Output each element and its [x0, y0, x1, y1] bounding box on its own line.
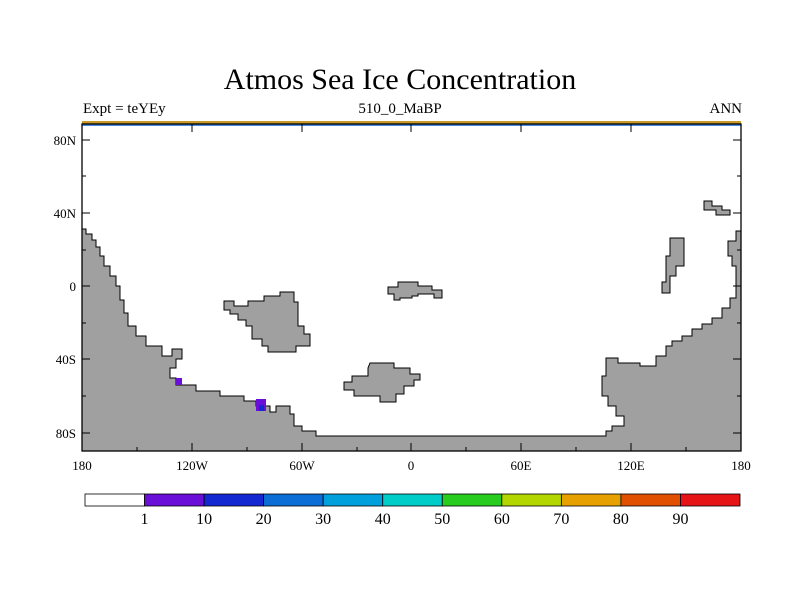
colorbar-labels: 1 10 20 30 40 50 60 70 80 90 [141, 511, 689, 528]
colorbar-box [680, 493, 741, 507]
x-tick-label: 60W [289, 458, 315, 473]
colorbar-box [382, 493, 443, 507]
land-central-south [223, 291, 311, 353]
colorbar-box [144, 493, 205, 507]
land-west-continent [81, 228, 742, 452]
ice-patch-west [176, 378, 182, 385]
experiment-label: Expt = teYEy [83, 101, 166, 117]
colorbar-label: 30 [315, 511, 331, 528]
colorbar-label: 10 [196, 511, 212, 528]
colorbar-box [203, 493, 265, 507]
y-tick-label: 80S [56, 426, 76, 441]
map-title: Atmos Sea Ice Concentration [223, 63, 577, 96]
land-south-island [343, 362, 421, 403]
season-label: ANN [709, 101, 743, 117]
y-tick-label: 40S [56, 352, 76, 367]
y-tick-label: 40N [54, 206, 77, 221]
x-tick-label: 120W [176, 458, 209, 473]
colorbar-box [322, 493, 384, 507]
colorbar-label: 50 [434, 511, 450, 528]
land-small-north-island [703, 200, 731, 216]
sea-ice-patches [176, 378, 266, 411]
x-tick-label: 180 [72, 458, 92, 473]
colorbar-box [501, 493, 562, 507]
y-tick-label: 0 [70, 279, 77, 294]
colorbar-label: 60 [494, 511, 510, 528]
polar-ice-strip-orange [82, 121, 741, 124]
x-tick-label: 180 [731, 458, 751, 473]
land-equatorial-island [387, 281, 443, 301]
ice-patch-central-core [259, 405, 264, 411]
colorbar-label: 1 [141, 511, 149, 528]
colorbar-box [263, 493, 324, 507]
colorbar-label: 90 [672, 511, 688, 528]
colorbar-label: 20 [256, 511, 272, 528]
colorbar-box [84, 493, 145, 507]
x-ticks [136, 124, 687, 451]
colorbar [84, 493, 741, 507]
x-tick-label: 0 [408, 458, 415, 473]
x-tick-label: 60E [511, 458, 532, 473]
colorbar-box [441, 493, 503, 507]
time-label: 510_0_MaBP [358, 101, 442, 117]
colorbar-label: 80 [613, 511, 629, 528]
y-ticks [82, 139, 741, 434]
colorbar-box [620, 493, 681, 507]
y-tick-label: 80N [54, 133, 77, 148]
colorbar-box [560, 493, 622, 507]
land-northeast-island [661, 237, 685, 294]
x-tick-label: 120E [617, 458, 645, 473]
colorbar-label: 40 [375, 511, 391, 528]
colorbar-label: 70 [553, 511, 569, 528]
